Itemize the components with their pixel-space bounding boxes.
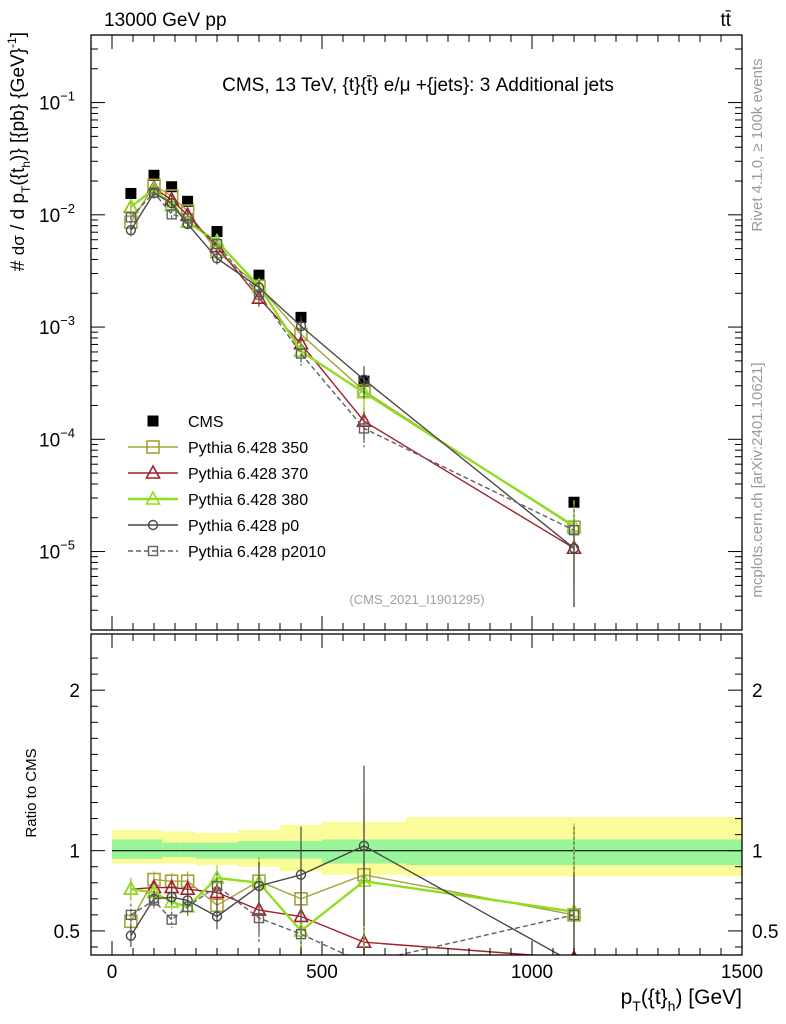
ratio-point-pythia-6-428-p0 (570, 959, 579, 968)
axes-ticks: 10−1 10−2 10−3 10−4 10−5 0 500 1000 1500 0.5 0.5 1 1… (39, 34, 778, 983)
ratio-band-inner (112, 839, 142, 859)
legend-label-pythia-6-428-350: Pythia 6.428 350 (188, 440, 308, 457)
ratio-point-pythia-6-428-p0 (211, 911, 223, 922)
main-point-pythia-6-428-p0 (568, 543, 580, 554)
ratio-point-pythia-6-428-p2010 (125, 909, 137, 921)
legend-marker-pythia-6-428-370 (145, 464, 161, 479)
main-point-pythia-6-428-370 (251, 289, 267, 304)
ratio-point-pythia-6-428-p0 (166, 892, 177, 903)
ratio-point-pythia-6-428-p2010 (182, 901, 193, 913)
ratio-point-pythia-6-428-380 (123, 880, 139, 895)
x-axis-label: pT({t}h) [GeV] (621, 986, 742, 1014)
ratio-point-pythia-6-428-p2010 (360, 959, 369, 968)
main-point-pythia-6-428-p2010 (253, 289, 265, 300)
y-tick-label-main: 10−4 (39, 425, 75, 451)
header-process: 13000 GeV pp (104, 10, 227, 31)
main-point-pythia-6-428-p0 (125, 224, 137, 236)
analysis-watermark: (CMS_2021_I1901295) (349, 592, 484, 607)
legend-marker-pythia-6-428-380 (145, 490, 161, 505)
y-tick-label-ratio-right: 1 (752, 842, 763, 863)
y-tick-label-ratio-right: 0.5 (752, 922, 778, 943)
mcplots-label: mcplots.cern.ch [arXiv:2401.10621] (749, 362, 766, 597)
main-point-pythia-6-428-p0 (166, 197, 177, 209)
y-tick-label-main: 10−2 (39, 201, 75, 227)
x-axis-label-text: pT({t}h) [GeV] (621, 986, 742, 1014)
ratio-point-pythia-6-428-p2010 (295, 928, 307, 940)
rivet-version-label: Rivet 4.1.0, ≥ 100k events (749, 58, 766, 231)
main-point-pythia-6-428-p0 (253, 282, 265, 293)
main-point-pythia-6-428-p2010 (182, 213, 193, 224)
main-panel-frame (90, 34, 743, 631)
chart-title: CMS, 13 TeV, {t}{t̄} e/μ +{jets}: 3 Addi… (222, 75, 614, 96)
y-axis-label-ratio: Ratio to CMS (23, 748, 40, 837)
legend-marker-cms (147, 415, 159, 427)
ratio-band-inner (162, 842, 180, 858)
y-axis-label-text: # dσ / d pT({th)} [{pb} {GeV}-1] (5, 32, 33, 271)
ratio-point-pythia-6-428-p2010 (253, 912, 265, 924)
x-tick-label: 1500 (721, 962, 763, 983)
y-tick-label-main: 10−5 (39, 538, 75, 564)
legend-marker-pythia-6-428-p2010 (147, 545, 159, 557)
legend-label-pythia-6-428-370: Pythia 6.428 370 (188, 466, 308, 483)
ratio-band-inner (179, 842, 196, 858)
y-tick-label-main: 10−3 (39, 313, 75, 339)
legend-label-pythia-6-428-380: Pythia 6.428 380 (188, 492, 308, 509)
ratio-point-pythia-6-428-p2010 (568, 909, 580, 921)
ratio-line-pythia-6-428-380 (130, 876, 575, 933)
y-axis-label-main: # dσ / d pT({th)} [{pb} {GeV}-1] (5, 32, 33, 271)
x-tick-label: 500 (306, 962, 338, 983)
main-line-pythia-6-428-p2010 (130, 191, 575, 531)
ratio-point-pythia-6-428-p0 (358, 840, 370, 852)
ratio-point-pythia-6-428-370 (209, 883, 225, 899)
ratio-point-pythia-6-428-p0 (125, 930, 137, 941)
main-point-pythia-6-428-p2010 (211, 238, 223, 250)
main-point-pythia-6-428-p2010 (148, 187, 160, 198)
main-point-cms (125, 187, 137, 199)
x-tick-label: 1000 (511, 962, 553, 983)
main-point-cms (253, 269, 265, 281)
ratio-point-pythia-6-428-p0 (295, 869, 307, 880)
y-tick-label-ratio: 2 (69, 681, 80, 702)
main-point-cms (148, 169, 160, 181)
legend-marker-pythia-6-428-350 (146, 440, 160, 454)
main-point-cms (182, 195, 194, 207)
header-final-state: tt̄ (720, 10, 731, 31)
main-point-pythia-6-428-p0 (211, 253, 223, 264)
y-tick-label-ratio: 1 (69, 842, 80, 863)
legend: CMS Pythia 6.428 350 Pythia 6.428 370 Pythi… (128, 414, 326, 561)
ratio-series-group (123, 765, 582, 968)
y-tick-label-main: 10−1 (39, 89, 75, 115)
legend-label-pythia-6-428-p2010: Pythia 6.428 p2010 (188, 544, 326, 561)
main-point-pythia-6-428-380 (123, 198, 139, 213)
main-point-cms (166, 181, 178, 193)
main-point-pythia-6-428-p2010 (358, 423, 370, 434)
ratio-point-pythia-6-428-p2010 (166, 914, 177, 925)
ratio-line-pythia-6-428-p2010 (130, 885, 575, 955)
main-point-pythia-6-428-p2010 (166, 209, 177, 220)
ratio-panel-data (112, 765, 742, 968)
main-point-pythia-6-428-p0 (295, 320, 307, 332)
main-point-cms (211, 226, 223, 238)
main-point-pythia-6-428-p2010 (295, 348, 307, 359)
x-tick-label: 0 (107, 962, 118, 983)
ratio-band-inner (238, 841, 280, 859)
ratio-band-inner (141, 839, 163, 859)
legend-label-cms: CMS (188, 414, 224, 431)
ratio-point-pythia-6-428-p2010 (211, 880, 223, 892)
main-point-pythia-6-428-p0 (358, 374, 370, 385)
legend-label-pythia-6-428-p0: Pythia 6.428 p0 (188, 518, 299, 535)
ratio-panel-frame (90, 633, 743, 956)
ratio-point-pythia-6-428-p0 (253, 880, 265, 892)
ratio-point-pythia-6-428-p2010 (148, 895, 160, 906)
y-tick-label-ratio-right: 2 (752, 681, 763, 702)
main-point-pythia-6-428-p2010 (568, 524, 580, 536)
legend-marker-pythia-6-428-p0 (147, 519, 159, 531)
ratio-point-pythia-6-428-380 (209, 869, 225, 884)
main-point-pythia-6-428-p2010 (125, 212, 137, 223)
y-tick-label-ratio: 0.5 (54, 922, 80, 943)
main-panel-data (123, 169, 582, 607)
